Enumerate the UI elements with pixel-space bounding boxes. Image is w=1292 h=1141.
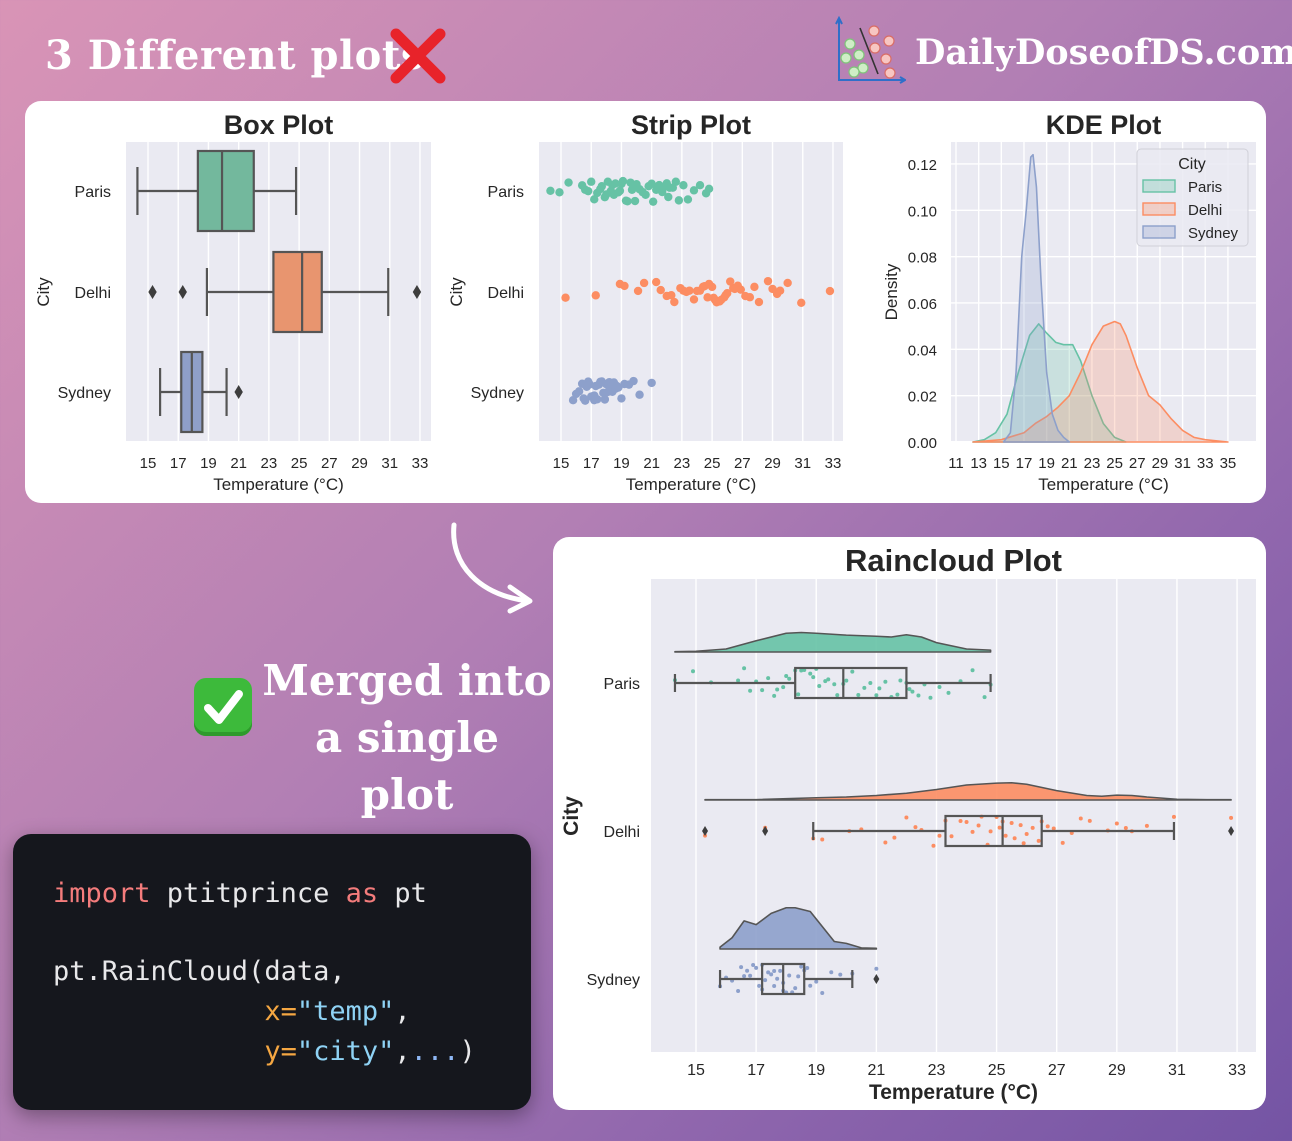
brand-logo-icon xyxy=(835,16,906,84)
page-title: 3 Different plots xyxy=(45,32,424,79)
code-token: pt xyxy=(378,878,427,909)
code-token: , xyxy=(394,1036,411,1067)
code-token: y= xyxy=(264,1036,297,1067)
code-token: ptitprince xyxy=(150,878,346,909)
code-line-3: x="temp", xyxy=(53,996,411,1027)
merged-line-2: a single plot xyxy=(314,713,500,819)
code-token xyxy=(53,996,264,1027)
code-token: as xyxy=(345,878,379,909)
code-token: , xyxy=(394,996,411,1027)
code-token xyxy=(53,1036,264,1067)
three-plots-card xyxy=(25,101,1266,503)
code-token: ... xyxy=(410,1036,460,1067)
code-token: "city" xyxy=(296,1036,395,1067)
merged-line-1: Merged into xyxy=(262,656,552,705)
merged-caption: Merged into a single plot xyxy=(262,652,552,823)
check-mark-icon xyxy=(194,678,252,736)
code-line-4: y="city",...) xyxy=(53,1036,476,1067)
red-x-icon xyxy=(390,28,446,84)
code-block: import ptitprince as pt pt.RainCloud(dat… xyxy=(13,834,531,1110)
code-token: pt.RainCloud(data, xyxy=(53,956,346,987)
code-line-1: import ptitprince as pt xyxy=(53,878,427,909)
curved-arrow-icon xyxy=(451,522,533,614)
code-token: import xyxy=(53,878,151,909)
code-token: ) xyxy=(459,1036,476,1067)
code-token: "temp" xyxy=(296,996,395,1027)
brand-name[interactable]: DailyDoseofDS.com xyxy=(915,32,1292,73)
raincloud-card xyxy=(553,537,1266,1110)
code-token: x= xyxy=(264,996,297,1027)
code-line-2: pt.RainCloud(data, xyxy=(53,956,346,987)
